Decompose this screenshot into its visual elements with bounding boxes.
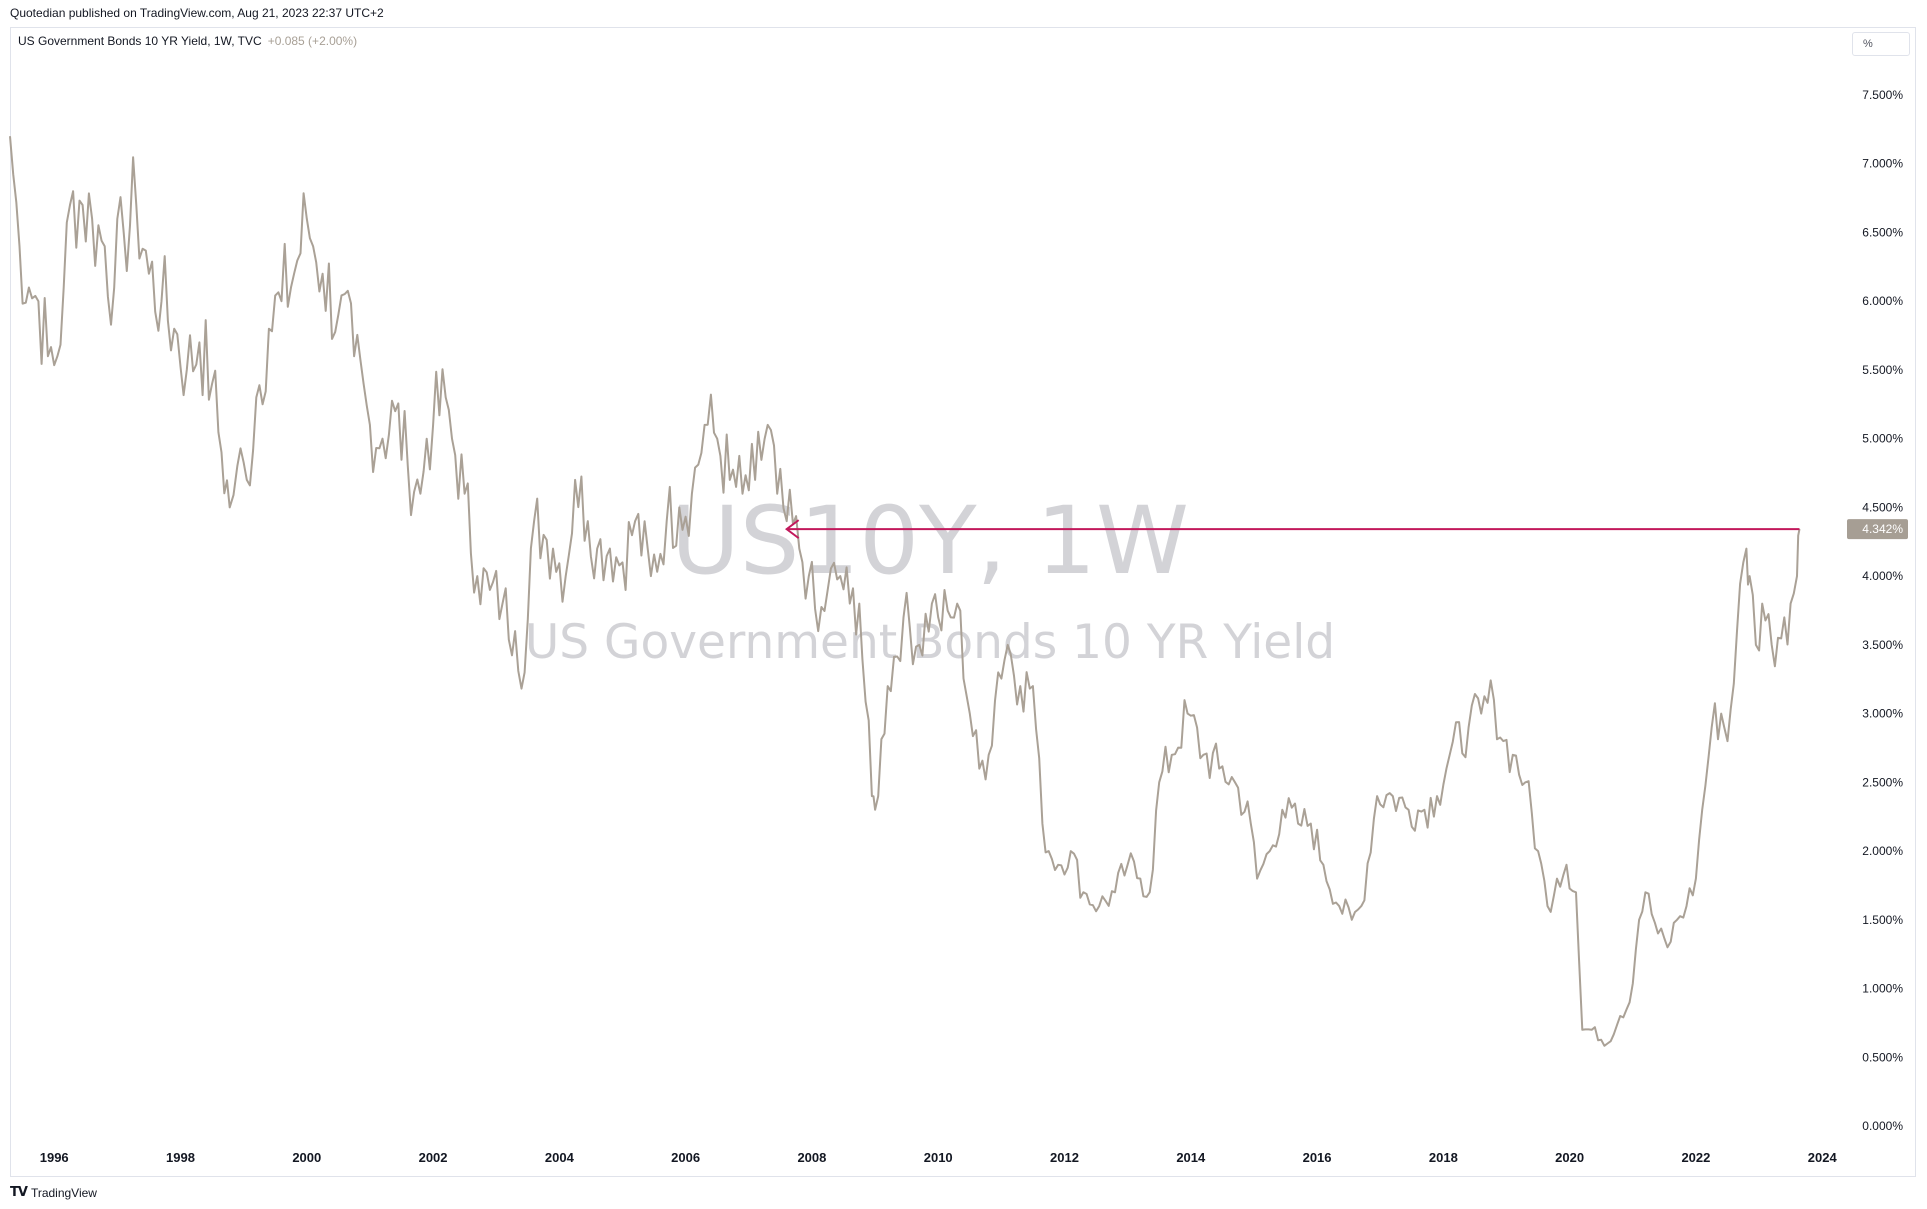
last-value-label-text: 4.342% bbox=[1862, 522, 1903, 536]
tradingview-branding: TV TradingView bbox=[10, 1185, 97, 1200]
watermark-symbol: US10Y, 1W bbox=[671, 487, 1189, 596]
x-tick-label: 2006 bbox=[671, 1150, 700, 1165]
x-tick-label: 2018 bbox=[1429, 1150, 1458, 1165]
y-tick-label: 0.500% bbox=[1862, 1050, 1903, 1064]
y-tick-label: 4.000% bbox=[1862, 569, 1903, 583]
x-tick-label: 2008 bbox=[797, 1150, 826, 1165]
branding-text: TradingView bbox=[30, 1185, 97, 1200]
publisher-line: Quotedian published on TradingView.com, … bbox=[10, 6, 384, 20]
y-tick-label: 7.000% bbox=[1862, 157, 1903, 171]
y-tick-label: 5.000% bbox=[1862, 432, 1903, 446]
y-tick-label: 2.000% bbox=[1862, 844, 1903, 858]
y-tick-label: 7.500% bbox=[1862, 88, 1903, 102]
x-tick-label: 2000 bbox=[292, 1150, 321, 1165]
y-tick-label: 5.500% bbox=[1862, 363, 1903, 377]
tradingview-logo-icon: TV bbox=[10, 1185, 28, 1200]
arrow-head bbox=[784, 519, 800, 539]
percent-scale-button[interactable]: % bbox=[1852, 32, 1910, 56]
y-tick-label: 4.500% bbox=[1862, 500, 1903, 514]
y-tick-label: 6.000% bbox=[1862, 294, 1903, 308]
horizontal-arrow-annotation[interactable] bbox=[784, 519, 1800, 539]
x-tick-label: 1996 bbox=[40, 1150, 69, 1165]
last-value-label-bg bbox=[1847, 519, 1908, 540]
y-tick-label: 1.000% bbox=[1862, 982, 1903, 996]
x-tick-label: 2022 bbox=[1681, 1150, 1710, 1165]
legend-change: +0.085 (+2.00%) bbox=[267, 34, 358, 48]
y-axis[interactable]: 7.500% 7.000% 6.500% 6.000% 5.500% 5.000% 4.50… bbox=[1862, 88, 1903, 1133]
x-tick-label: 2004 bbox=[545, 1150, 575, 1165]
x-tick-label: 2002 bbox=[419, 1150, 448, 1165]
legend-title: US Government Bonds 10 YR Yield, 1W, TVC bbox=[18, 34, 262, 48]
x-tick-label: 2014 bbox=[1176, 1150, 1206, 1165]
x-tick-label: 2012 bbox=[1050, 1150, 1079, 1165]
x-tick-label: 1998 bbox=[166, 1150, 195, 1165]
x-tick-label: 2020 bbox=[1555, 1150, 1584, 1165]
chart-pane[interactable] bbox=[10, 27, 1916, 1177]
y-tick-label: 3.000% bbox=[1862, 707, 1903, 721]
legend: US Government Bonds 10 YR Yield, 1W, TVC… bbox=[18, 34, 357, 48]
yield-line bbox=[9, 136, 1801, 1047]
y-tick-label: 0.000% bbox=[1862, 1119, 1903, 1133]
y-tick-label: 3.500% bbox=[1862, 638, 1903, 652]
x-tick-label: 2010 bbox=[924, 1150, 953, 1165]
last-value-label: 4.342% bbox=[1847, 519, 1908, 540]
x-tick-label: 2016 bbox=[1303, 1150, 1332, 1165]
x-axis[interactable]: 1996 1998 2000 2002 2004 2006 2008 2010 2012 2014… bbox=[40, 1150, 1838, 1165]
x-tick-label: 2024 bbox=[1808, 1150, 1838, 1165]
y-tick-label: 6.500% bbox=[1862, 225, 1903, 239]
y-tick-label: 2.500% bbox=[1862, 775, 1903, 789]
y-tick-label: 1.500% bbox=[1862, 913, 1903, 927]
